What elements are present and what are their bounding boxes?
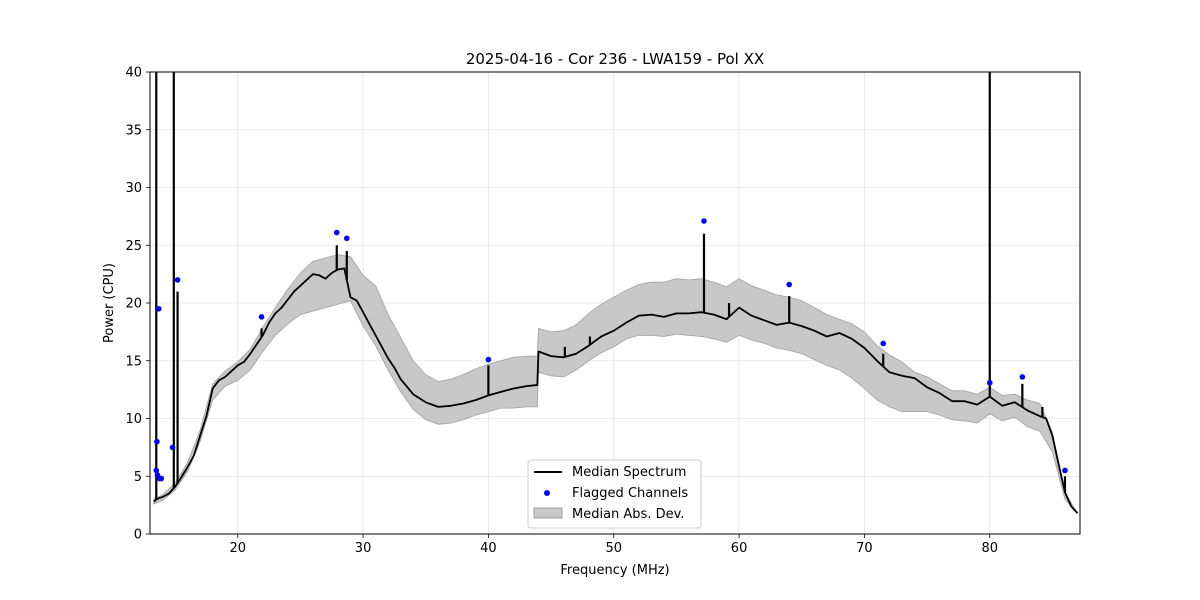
flagged-channel-point xyxy=(485,356,492,363)
legend-flagged-label: Flagged Channels xyxy=(572,486,688,501)
y-tick-label: 10 xyxy=(125,412,142,427)
median-spectrum-line xyxy=(153,267,1079,514)
chart-title: 2025-04-16 - Cor 236 - LWA159 - Pol XX xyxy=(466,50,764,68)
y-tick-label: 5 xyxy=(134,470,142,485)
y-tick-label: 15 xyxy=(125,354,142,369)
flagged-channel-point xyxy=(155,305,162,312)
legend-mad-label: Median Abs. Dev. xyxy=(572,507,684,522)
flagged-channel-point xyxy=(880,340,887,347)
flagged-channel-point xyxy=(258,314,265,320)
flagged-channel-point xyxy=(701,218,707,224)
flagged-channel-point xyxy=(158,475,165,482)
flagged-channel-point xyxy=(153,467,160,474)
x-tick-label: 50 xyxy=(605,541,622,556)
x-tick-label: 70 xyxy=(856,541,873,556)
flagged-channel-point xyxy=(786,281,793,288)
y-tick-label: 25 xyxy=(125,239,142,254)
x-tick-label: 60 xyxy=(731,541,748,556)
flagged-channel-point xyxy=(333,229,340,236)
flagged-channel-point xyxy=(1019,374,1026,380)
flagged-channel-point xyxy=(343,235,350,242)
flagged-channel-point xyxy=(986,379,993,386)
legend-box xyxy=(527,459,702,529)
x-tick-label: 80 xyxy=(981,541,998,556)
x-axis-label: Frequency (MHz) xyxy=(560,563,669,578)
x-tick-label: 40 xyxy=(480,541,497,556)
axes: 20 30 40 50 60 70 80 0 5 10 15 20 25 30 35 40 xyxy=(125,66,998,557)
legend: Median Spectrum Flagged Channels Median … xyxy=(527,459,702,529)
flagged-channel-point xyxy=(169,444,176,451)
legend-median-label: Median Spectrum xyxy=(572,465,686,480)
y-tick-label: 30 xyxy=(125,181,142,196)
legend-mad-swatch xyxy=(533,507,563,519)
y-axis-label: Power (CPU) xyxy=(102,263,117,343)
x-tick-label: 20 xyxy=(229,541,246,556)
y-tick-label: 35 xyxy=(125,123,142,138)
x-tick-label: 30 xyxy=(355,541,372,556)
flagged-channel-point xyxy=(174,277,181,283)
y-tick-label: 20 xyxy=(125,297,142,312)
flagged-channel-point xyxy=(154,438,160,445)
plot-area xyxy=(153,72,1079,514)
legend-flagged-swatch xyxy=(544,490,550,496)
y-tick-label: 40 xyxy=(125,66,142,81)
flagged-channel-point xyxy=(1062,467,1068,474)
y-tick-label: 0 xyxy=(134,528,142,543)
